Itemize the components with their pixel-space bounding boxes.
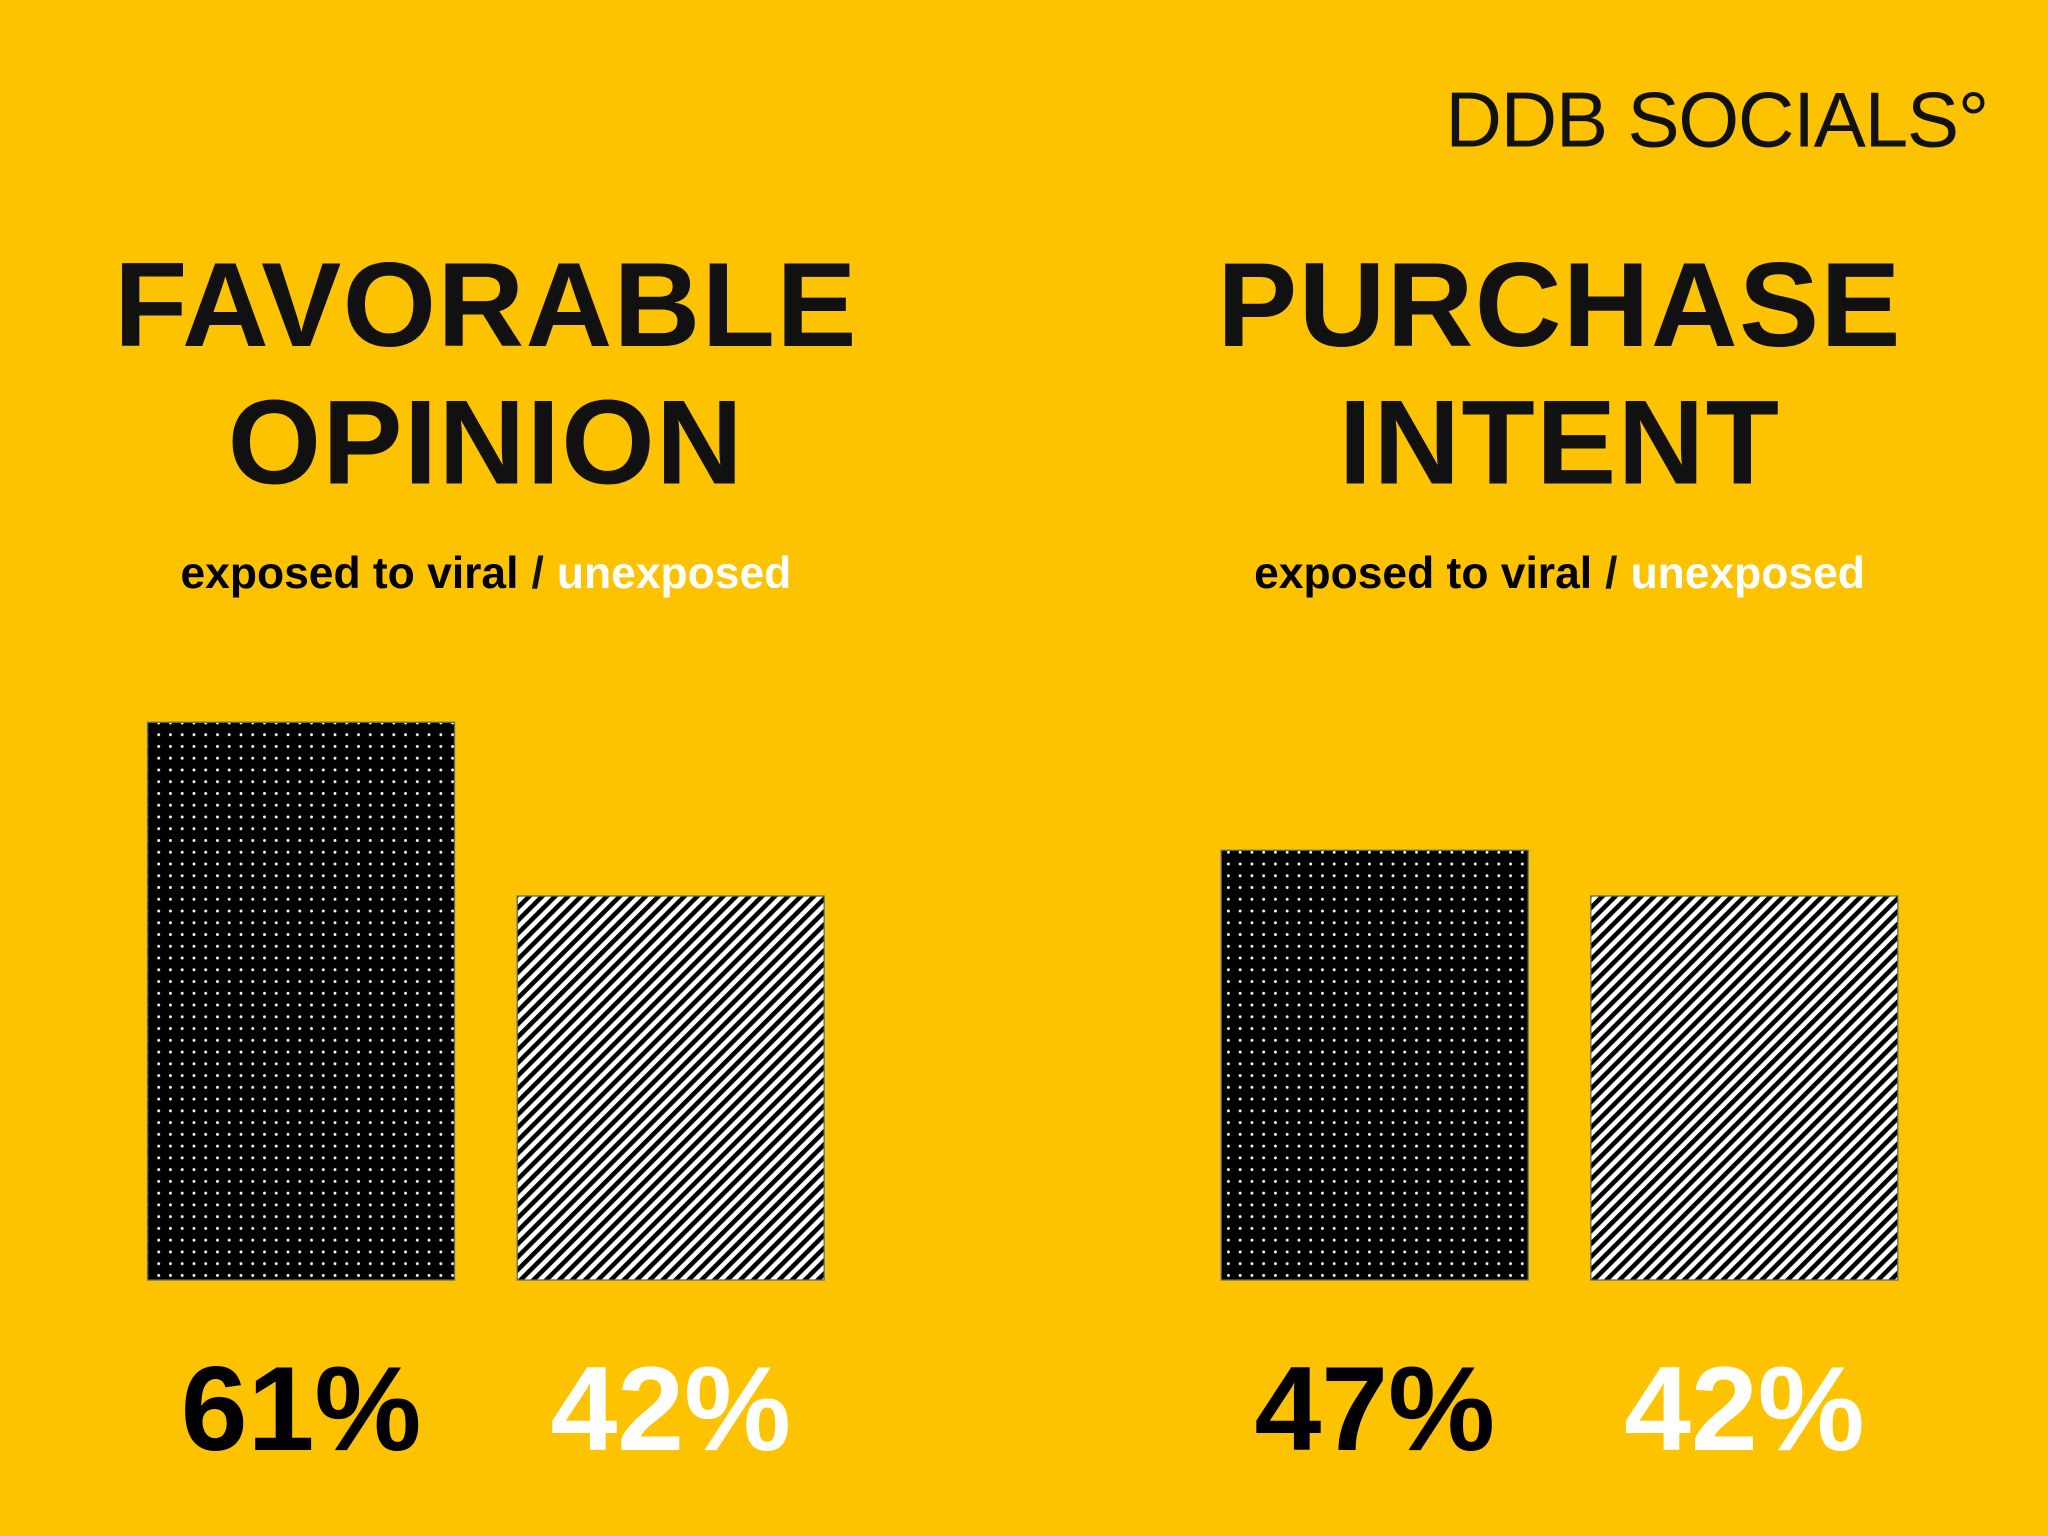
chart-title: OPINION: [228, 375, 745, 509]
legend: exposed to viral / unexposed: [180, 549, 791, 598]
value-label: 47%: [1254, 1342, 1495, 1476]
value-label: 61%: [181, 1342, 422, 1476]
value-label: 42%: [1624, 1342, 1865, 1476]
legend-entry: unexposed: [557, 549, 791, 598]
chart-title: INTENT: [1339, 375, 1781, 509]
brand-logo: DDB SOCIALS°: [1445, 75, 1988, 163]
legend-entry: unexposed: [1631, 549, 1865, 598]
bar: [516, 895, 825, 1281]
bar: [1220, 849, 1529, 1281]
chart-title: FAVORABLE: [114, 238, 858, 372]
legend-entry: exposed to viral: [180, 549, 518, 598]
chart-title: PURCHASE: [1217, 238, 1902, 372]
bar: [1590, 895, 1899, 1281]
legend-separator: /: [1605, 549, 1617, 598]
bar: [146, 721, 456, 1281]
legend: exposed to viral / unexposed: [1254, 549, 1865, 598]
legend-separator: /: [532, 549, 544, 598]
value-label: 42%: [550, 1342, 791, 1476]
legend-entry: exposed to viral: [1254, 549, 1592, 598]
